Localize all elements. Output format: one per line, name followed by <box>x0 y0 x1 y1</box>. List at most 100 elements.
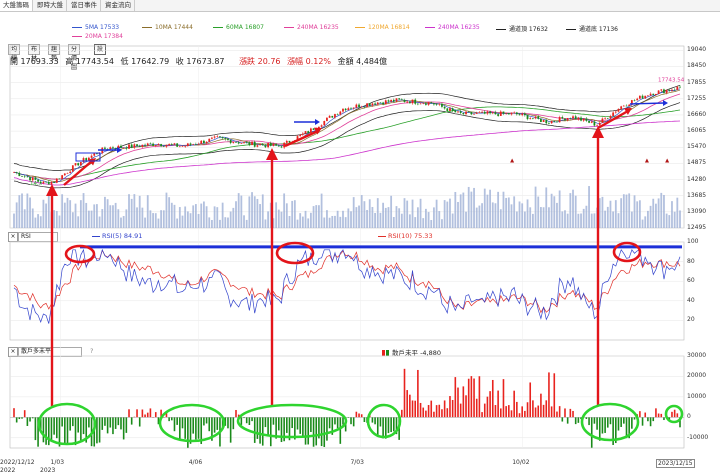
diff-bar <box>518 413 521 418</box>
rsi5-label: RSI(5) 84.91 <box>92 232 142 240</box>
candle-body <box>486 111 489 114</box>
candle-body <box>261 144 264 146</box>
volume-bar <box>122 216 125 228</box>
tab-realtime[interactable]: 即時大盤 <box>34 0 67 11</box>
volume-bar <box>312 206 315 228</box>
volume-bar <box>545 187 548 228</box>
tab-chips[interactable]: 大盤籌碼 <box>0 0 33 11</box>
candle-body <box>644 95 647 99</box>
candle-body <box>18 172 21 177</box>
diff-bar <box>122 417 125 440</box>
volume-bar <box>101 209 104 228</box>
candle-body <box>628 104 631 107</box>
candle-body <box>251 141 253 146</box>
volume-bar <box>598 198 601 228</box>
rsi10-label: RSI(10) 75.33 <box>378 232 433 240</box>
candle-body <box>342 108 344 112</box>
diff-bar <box>414 400 417 418</box>
volume-bar <box>588 186 590 228</box>
rsi-tick-label: 40 <box>687 296 695 304</box>
annotation-arrowhead <box>592 126 604 138</box>
diff-bar <box>679 417 681 428</box>
volume-bar <box>577 213 580 228</box>
ma-button[interactable]: 均線 <box>8 44 21 62</box>
candle-body <box>248 142 251 146</box>
candle-body <box>235 142 237 143</box>
legend-ma240a: 240MA 16235 <box>284 24 339 31</box>
diff-bar <box>112 417 114 435</box>
candle-body <box>144 144 146 146</box>
diff-select[interactable]: 散戶多未平 <box>18 347 82 357</box>
settings-button[interactable]: 設 <box>94 44 107 55</box>
tab-fund-flow[interactable]: 資金流向 <box>102 0 135 11</box>
volume-bar <box>473 187 475 228</box>
diff-bar <box>435 405 438 418</box>
diff-bar <box>296 417 299 430</box>
diff-bar <box>294 417 296 440</box>
candle-body <box>133 144 136 148</box>
candle-body <box>45 181 47 183</box>
diff-bar <box>168 417 170 422</box>
candle-body <box>203 140 205 144</box>
diff-bar <box>443 400 446 418</box>
diff-bar <box>286 417 288 433</box>
price-volume-button[interactable]: 分價圖 <box>68 44 81 71</box>
diff-bar <box>374 417 376 425</box>
volume-bar <box>636 201 639 228</box>
diff-panel-frame <box>9 355 685 449</box>
annotation-arrowhead <box>314 127 322 135</box>
volume-bar <box>200 203 203 228</box>
diff-bar <box>264 417 267 428</box>
volume-bar <box>433 207 435 228</box>
help-icon[interactable]: ? <box>90 347 94 355</box>
diff-close-icon[interactable]: × <box>8 347 18 357</box>
volume-bar <box>334 215 336 228</box>
diff-bar <box>211 417 213 441</box>
candle-body <box>408 101 411 104</box>
candle-body <box>347 108 350 111</box>
annotation-green-ellipse <box>580 402 640 442</box>
candle-body <box>540 118 542 122</box>
volume-bar <box>309 212 312 228</box>
candle-body <box>411 99 414 104</box>
candle-body <box>138 145 141 147</box>
volume-bar <box>106 199 109 228</box>
volume-bar <box>275 202 278 228</box>
price-tick-label: 13685 <box>687 191 707 199</box>
diff-tick-label: 0 <box>687 413 691 421</box>
candle-body <box>37 179 39 182</box>
candle-body <box>515 112 518 115</box>
candle-body <box>505 113 508 114</box>
annotation-arrowhead <box>624 108 632 115</box>
volume-bar <box>548 207 550 228</box>
volume-bar <box>660 192 663 228</box>
volume-bar <box>435 199 438 228</box>
candle-body <box>205 141 208 144</box>
candle-body <box>301 133 304 135</box>
volume-bar <box>168 197 171 228</box>
rsi-select[interactable]: RSI <box>18 232 58 242</box>
volume-bar <box>285 203 288 228</box>
candle-body <box>430 102 433 104</box>
volume-bar <box>462 192 465 228</box>
volume-bar <box>336 210 339 228</box>
candle-body <box>531 118 534 119</box>
volume-bar <box>622 194 625 228</box>
diff-bar <box>216 417 219 430</box>
annotation-blue-arrowhead <box>117 147 122 153</box>
volume-bar <box>392 217 395 228</box>
diff-bar <box>173 417 176 432</box>
tab-events[interactable]: 當日事件 <box>68 0 101 11</box>
trend-button[interactable]: 趨勢 <box>48 44 61 62</box>
candle-body <box>668 89 671 91</box>
rsi-close-icon[interactable]: × <box>8 232 18 242</box>
diff-bar <box>352 417 355 427</box>
bollinger-button[interactable]: 布林 <box>28 44 41 62</box>
diff-bar <box>114 417 117 429</box>
candle-body <box>596 125 598 126</box>
diff-bar <box>187 417 189 448</box>
volume-bar <box>90 210 93 228</box>
candle-body <box>489 111 491 114</box>
diff-bar <box>382 417 384 439</box>
diff-bar <box>240 417 243 425</box>
